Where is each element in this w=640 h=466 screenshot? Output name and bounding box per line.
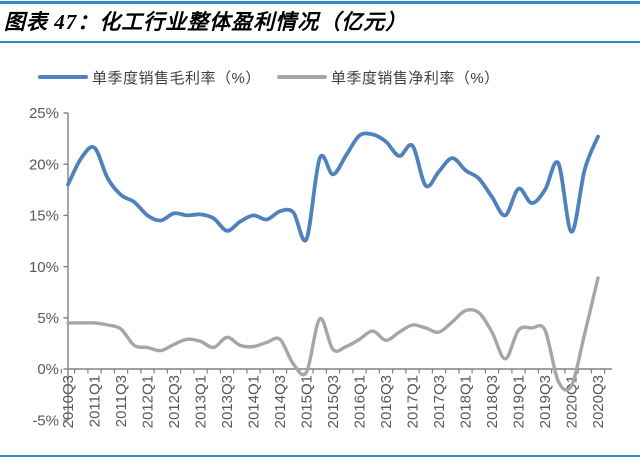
legend-item-gross-margin: 单季度销售毛利率（%） bbox=[38, 67, 261, 88]
x-tick-label: 2018Q3 bbox=[484, 375, 501, 428]
net-margin-line-swatch bbox=[276, 75, 327, 79]
line-chart-canvas: -5% 0% 5% 10% 15% 20% 25% 2010Q3 2011Q1 2011Q3 201… bbox=[29, 105, 612, 429]
header-top-rule bbox=[0, 1, 640, 4]
x-tick-label: 2018Q1 bbox=[458, 375, 475, 428]
chart-legend: 单季度销售毛利率（%） 单季度销售净利率（%） bbox=[38, 66, 516, 88]
net-margin-legend-label: 单季度销售净利率（%） bbox=[330, 69, 500, 87]
x-tick-label: 2014Q3 bbox=[272, 375, 289, 428]
x-tick-label: 2016Q3 bbox=[378, 375, 395, 428]
x-tick-label: 2014Q1 bbox=[246, 375, 263, 428]
x-tick-label: 2013Q1 bbox=[193, 375, 210, 428]
gross-margin-legend-label: 单季度销售毛利率（%） bbox=[92, 69, 261, 87]
x-tick-label: 2017Q1 bbox=[405, 375, 422, 428]
x-tick-label: 2019Q3 bbox=[537, 375, 554, 428]
net-margin-line bbox=[66, 276, 600, 392]
x-tick-label: 2020Q3 bbox=[590, 375, 607, 428]
gross-margin-line bbox=[66, 131, 600, 243]
x-tick-label: 2019Q1 bbox=[511, 375, 528, 428]
y-tick-label: 20% bbox=[29, 156, 59, 173]
y-tick-label: 0% bbox=[37, 361, 59, 378]
x-tick-label: 2012Q3 bbox=[166, 375, 183, 428]
x-tick-label: 2013Q3 bbox=[219, 375, 236, 428]
y-tick-label: 10% bbox=[29, 259, 59, 276]
x-tick-label: 2015Q1 bbox=[299, 375, 316, 428]
x-tick-label: 2017Q3 bbox=[431, 375, 448, 428]
legend-item-net-margin: 单季度销售净利率（%） bbox=[276, 67, 500, 88]
line-chart: -5% 0% 5% 10% 15% 20% 25% 2010Q3 2011Q1 2011Q3 201… bbox=[0, 95, 640, 461]
x-tick-label: 2011Q3 bbox=[113, 375, 130, 427]
y-tick-label: 5% bbox=[37, 310, 59, 327]
x-tick-label: 2012Q1 bbox=[140, 375, 157, 428]
x-tick-label: 2010Q3 bbox=[60, 375, 77, 428]
gross-margin-line-swatch bbox=[38, 75, 88, 79]
x-tick-label: 2015Q3 bbox=[325, 375, 342, 428]
figure-title: 图表 47：化工行业整体盈利情况（亿元） bbox=[4, 10, 408, 34]
x-tick-label: 2011Q1 bbox=[87, 375, 104, 427]
footer-rule bbox=[0, 455, 640, 457]
y-tick-label: 15% bbox=[29, 208, 59, 225]
y-tick-label: 25% bbox=[29, 105, 59, 122]
y-tick-label: -5% bbox=[32, 412, 59, 429]
x-tick-label: 2016Q1 bbox=[352, 375, 369, 428]
header-divider-rule bbox=[0, 41, 640, 43]
